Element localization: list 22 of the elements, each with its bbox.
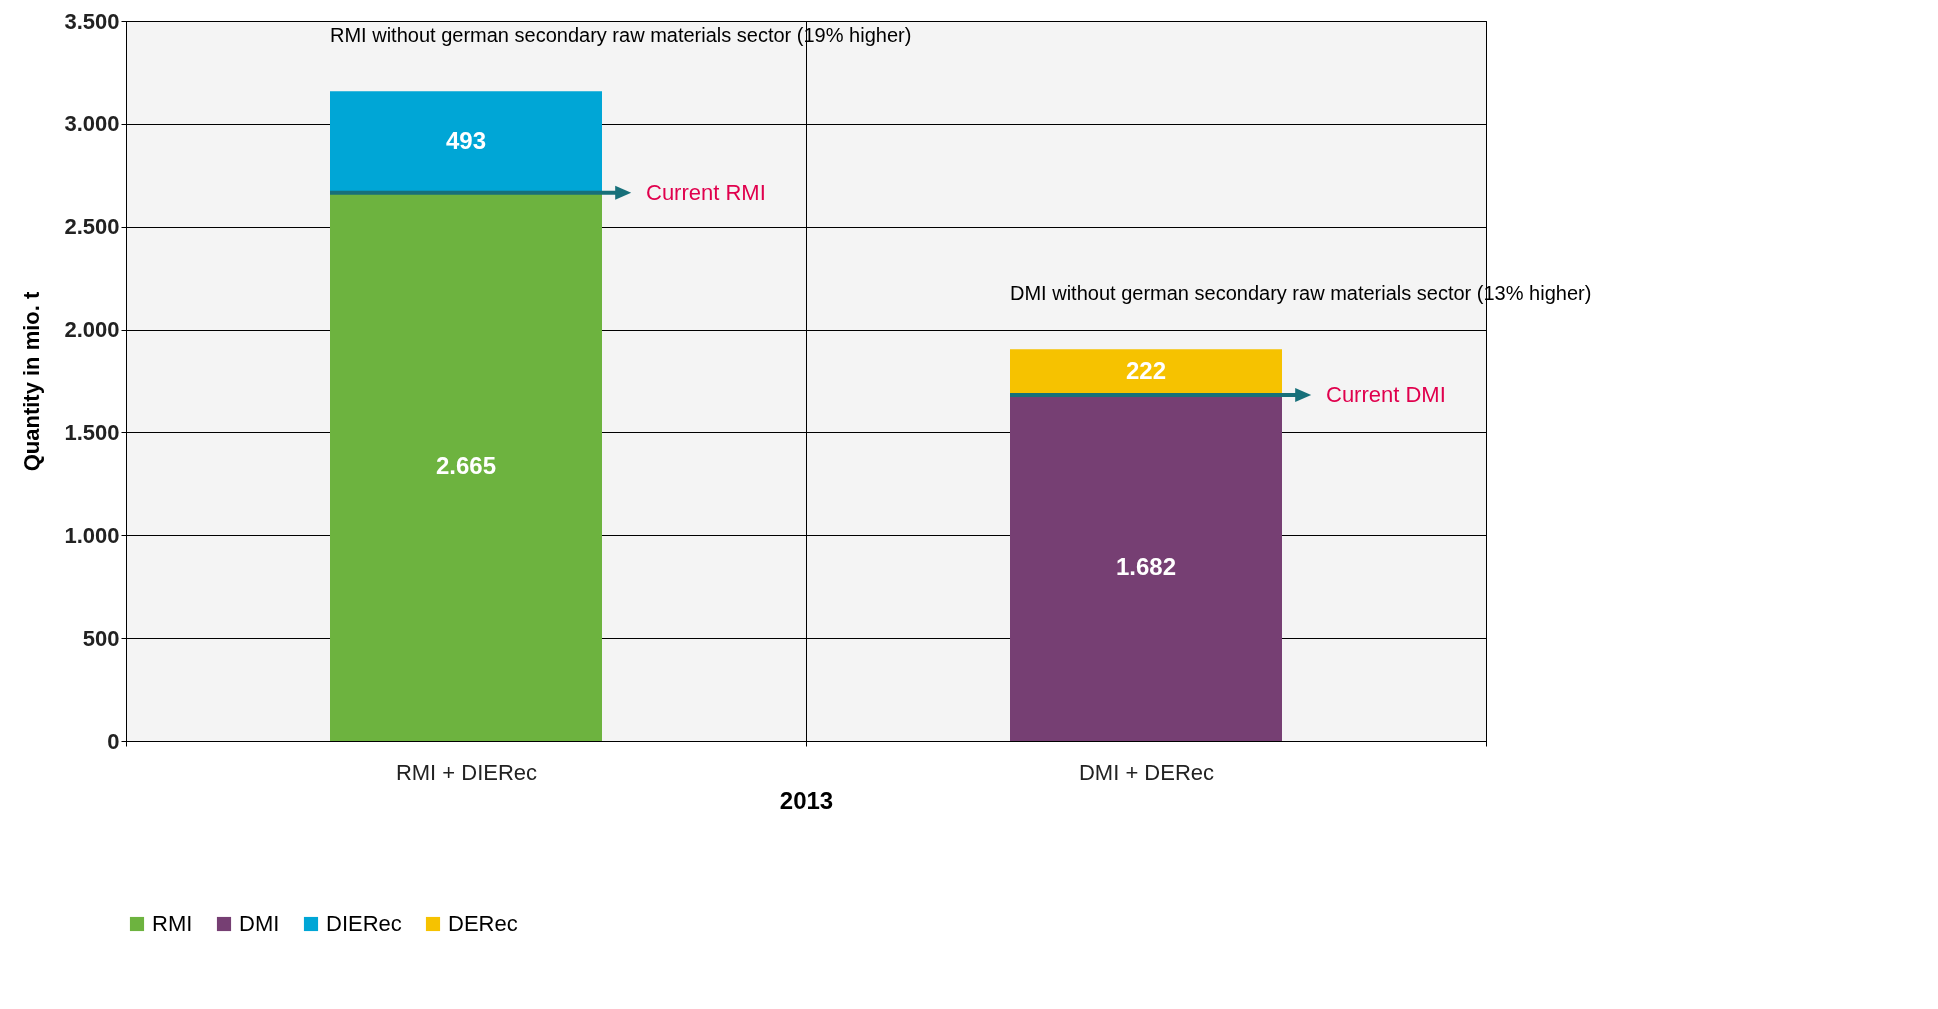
legend-label: RMI — [152, 911, 193, 936]
legend-label: DIERec — [326, 911, 402, 936]
legend-label: DMI — [239, 911, 280, 936]
y-axis-title: Quantity in mio. t — [19, 291, 45, 472]
y-tick-label: 0 — [107, 728, 120, 754]
x-tick-label: DMI + DERec — [1078, 759, 1215, 785]
y-tick-label: 1.500 — [64, 419, 120, 445]
x-tick-label: RMI + DIERec — [395, 759, 538, 785]
data-label: 2.665 — [435, 451, 497, 479]
y-tick-label: 2.500 — [64, 214, 120, 240]
data-label: 222 — [1125, 357, 1167, 385]
annotation: Current DMI — [1326, 381, 1446, 407]
x-axis-title: 2013 — [779, 786, 834, 814]
y-tick-label: 500 — [82, 625, 120, 651]
y-tick-label: 1.000 — [64, 522, 120, 548]
data-label: 1.682 — [1115, 552, 1177, 580]
data-label: 493 — [445, 127, 487, 155]
y-tick-label: 3.500 — [64, 8, 120, 34]
legend-label: DERec — [448, 911, 518, 936]
y-tick-label: 2.000 — [64, 317, 120, 343]
y-tick-label: 3.000 — [64, 111, 120, 137]
annotation: Current RMI — [646, 179, 766, 205]
